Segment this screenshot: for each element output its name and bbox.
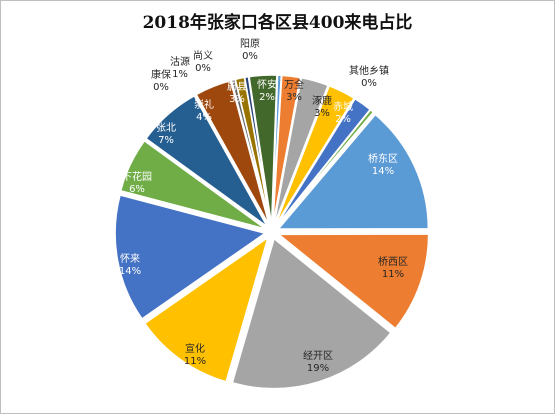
pie-slice <box>144 94 269 228</box>
slice-label: 涿鹿3% <box>312 94 332 119</box>
pie-slice <box>195 79 271 226</box>
slice-label-name: 桥东区 <box>368 152 398 165</box>
pie-slice <box>273 76 329 226</box>
slice-label-name: 崇礼 <box>194 98 214 111</box>
pie-slice <box>274 84 356 227</box>
pie-slice <box>276 233 430 330</box>
slice-label: 张北7% <box>156 122 176 146</box>
slice-label-pct: 2% <box>259 92 275 103</box>
slice-label-name: 康保 <box>151 68 171 81</box>
slice-label-pct: 11% <box>382 269 404 280</box>
slice-label: 阳原0% <box>240 38 260 62</box>
slice-label-name: 尚义 <box>193 49 213 62</box>
pie-slice <box>231 237 392 390</box>
slice-label-pct: 0% <box>153 82 169 93</box>
slice-label-name: 沽源 <box>170 55 190 68</box>
slice-label-pct: 1% <box>172 69 188 80</box>
slice-label: 赤城2% <box>333 101 353 125</box>
slice-label-name: 赤城 <box>333 101 353 113</box>
slice-label-name: 怀来 <box>120 253 140 265</box>
slice-label-name: 下花园 <box>122 170 152 183</box>
slice-label: 万全3% <box>284 78 304 103</box>
slice-label-pct: 3% <box>314 108 330 119</box>
slice-label-pct: 0% <box>361 78 377 89</box>
slice-label: 康保0% <box>151 68 171 93</box>
slice-label-name: 其他乡镇 <box>349 64 389 77</box>
slice-label-pct: 0% <box>242 51 258 62</box>
slice-label-pct: 7% <box>158 135 174 146</box>
pie-slice <box>248 74 278 226</box>
slice-label-pct: 19% <box>307 363 329 374</box>
pie-slice <box>272 74 302 226</box>
slice-label-pct: 11% <box>184 356 206 367</box>
slice-label: 崇礼4% <box>194 98 214 123</box>
pie-slice <box>276 113 430 230</box>
slice-label: 尚义0% <box>193 49 213 74</box>
pie-slice <box>143 235 270 383</box>
slice-label-name: 经开区 <box>303 349 333 362</box>
slice-label-pct: 3% <box>229 94 245 105</box>
pie-slice <box>275 108 375 228</box>
slice-label: 怀安2% <box>257 78 277 103</box>
slice-label-name: 怀安 <box>257 78 277 91</box>
slice-label-pct: 0% <box>195 63 211 74</box>
pie-slice <box>119 139 267 230</box>
slice-label-name: 张北 <box>156 122 176 134</box>
slice-label-pct: 4% <box>196 112 212 123</box>
slice-label: 沽源1% <box>170 55 190 80</box>
slice-label-pct: 14% <box>372 166 394 177</box>
slice-label: 蔚县3% <box>227 81 247 105</box>
slice-label-name: 宣化 <box>185 342 205 355</box>
slice-label-pct: 6% <box>129 184 145 195</box>
slice-label-name: 桥西区 <box>378 256 408 268</box>
slice-label-name: 阳原 <box>240 38 260 50</box>
slice-label-name: 蔚县 <box>227 81 247 93</box>
chart-title: 2018年张家口各区县400来电占比 <box>142 13 413 33</box>
slice-label-pct: 14% <box>119 266 141 277</box>
slice-label-name: 涿鹿 <box>312 94 332 107</box>
pie-slice <box>114 194 267 320</box>
slice-label-pct: 2% <box>335 114 351 125</box>
slice-label-pct: 3% <box>286 92 302 103</box>
slice-label-name: 万全 <box>284 78 304 91</box>
